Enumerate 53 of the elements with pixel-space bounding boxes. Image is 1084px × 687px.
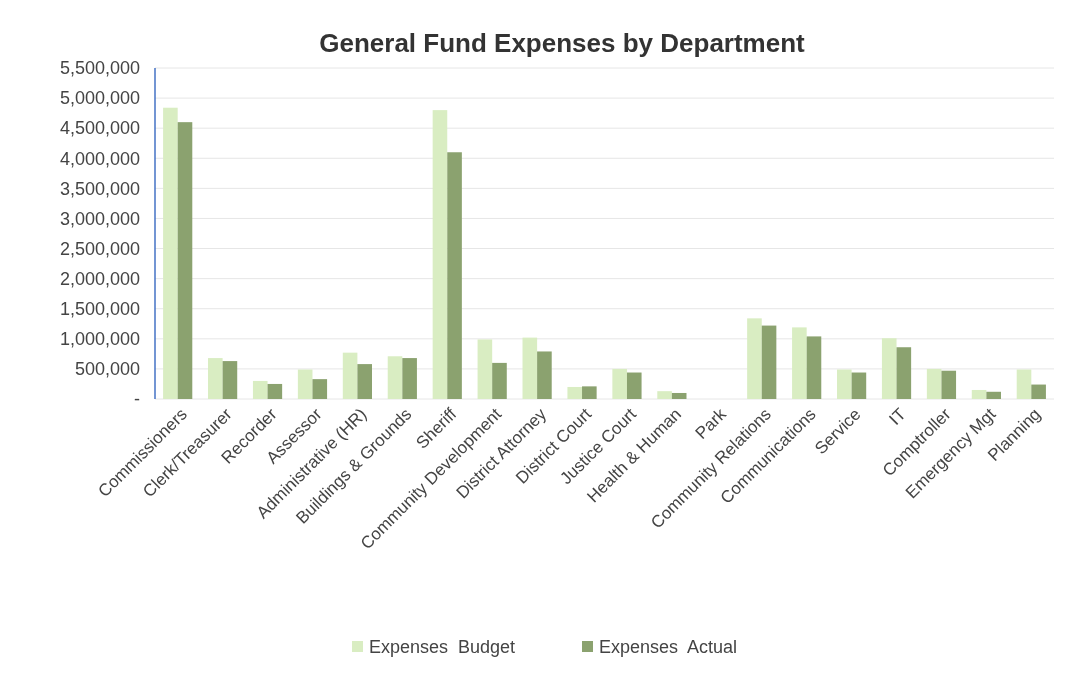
y-tick-label: 5,500,000 <box>59 58 140 79</box>
bar <box>387 356 403 399</box>
bar <box>177 122 193 399</box>
bar <box>657 391 672 399</box>
bar <box>671 392 687 399</box>
legend-label: Expenses Actual <box>599 637 738 658</box>
bar <box>567 386 583 399</box>
bar <box>208 358 223 399</box>
bar <box>297 369 313 399</box>
bar <box>612 368 627 399</box>
bar <box>267 383 283 399</box>
y-tick-label: 2,500,000 <box>59 238 140 259</box>
y-tick-label: 2,000,000 <box>59 268 140 289</box>
bar <box>537 351 552 399</box>
bar <box>792 327 807 399</box>
bar <box>747 318 762 399</box>
bar <box>941 370 957 399</box>
bar <box>1016 369 1032 399</box>
bar <box>837 369 852 399</box>
legend-label: Expenses Budget <box>369 637 516 658</box>
y-tick-label: 4,500,000 <box>59 118 140 139</box>
bar <box>522 337 538 399</box>
bar <box>971 389 987 399</box>
bar <box>1031 384 1046 399</box>
bar <box>402 358 417 399</box>
bar <box>851 372 867 399</box>
y-tick-label: - <box>134 389 140 410</box>
y-tick-label: 1,500,000 <box>59 299 140 320</box>
bar <box>222 361 238 399</box>
bar <box>252 380 268 399</box>
y-tick-label: 3,500,000 <box>59 178 140 199</box>
bar <box>447 152 462 399</box>
bar <box>163 107 178 399</box>
y-tick-label: 5,000,000 <box>59 88 140 109</box>
bar <box>761 325 777 399</box>
bar <box>312 379 328 399</box>
bar <box>357 364 372 399</box>
bar <box>626 372 642 399</box>
bar <box>342 352 358 399</box>
bar <box>926 368 942 399</box>
y-tick-label: 500,000 <box>74 359 140 380</box>
y-tick-label: 1,000,000 <box>59 329 140 350</box>
bar <box>432 110 448 399</box>
bar <box>881 338 897 399</box>
bar <box>477 339 493 399</box>
bar <box>986 391 1001 399</box>
y-tick-label: 4,000,000 <box>59 148 140 169</box>
bar <box>896 347 912 399</box>
chart-title: General Fund Expenses by Department <box>319 28 806 58</box>
bar <box>582 386 597 399</box>
y-tick-label: 3,000,000 <box>59 208 140 229</box>
bar <box>492 362 507 399</box>
bar <box>806 336 822 399</box>
